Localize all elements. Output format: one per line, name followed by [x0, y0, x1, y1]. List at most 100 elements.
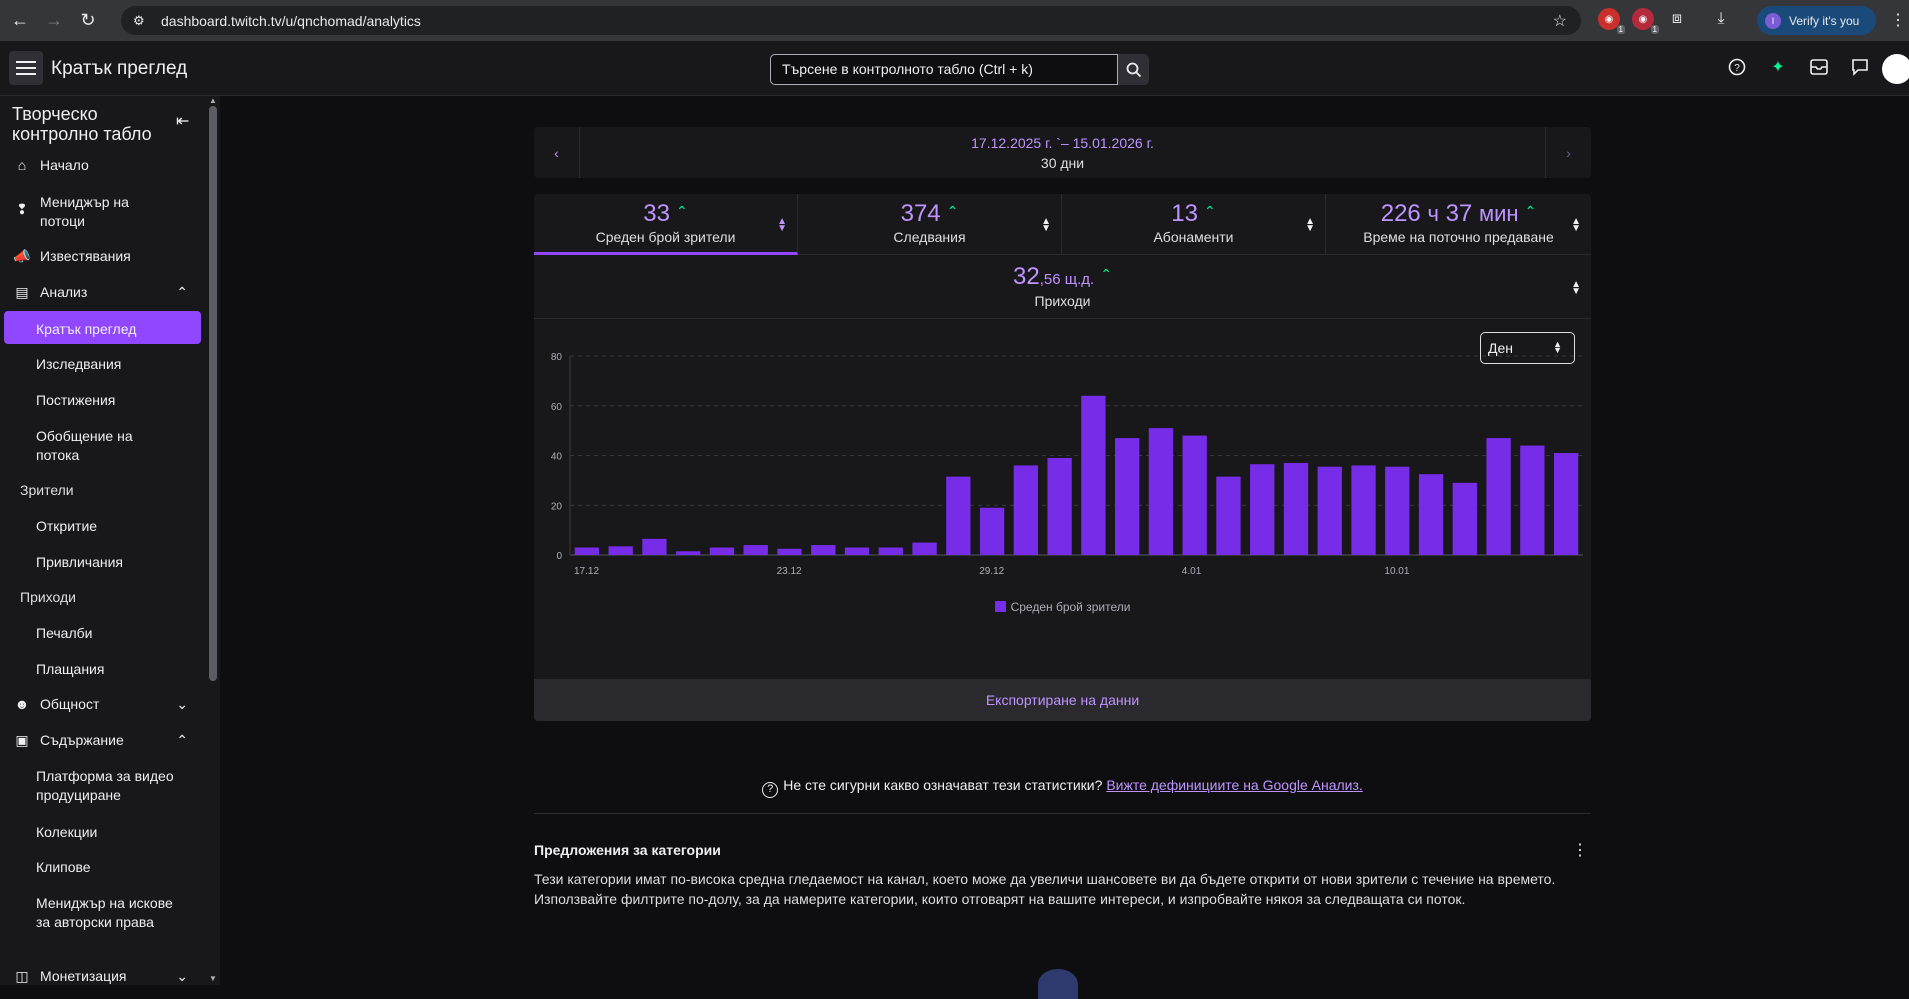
forward-icon[interactable]: → — [45, 10, 63, 30]
extension-icon-1[interactable]: ◉ 1 — [1598, 8, 1625, 34]
browser-menu-icon[interactable]: ⋮ — [1890, 12, 1906, 29]
download-icon[interactable]: ⤓ — [1717, 10, 1725, 27]
url-text: dashboard.twitch.tv/u/qnchomad/analytics — [161, 12, 421, 29]
svg-text:?: ? — [1734, 63, 1740, 74]
stat-tab-avg-viewers[interactable]: 33 ⌃ Среден брой зрители ▲ ▼ — [534, 194, 798, 255]
help-line: ? Не сте сигурни какво означават тези ста… — [534, 777, 1591, 798]
export-data-button[interactable]: Експортиране на данни — [534, 679, 1591, 721]
stat-tab-subs[interactable]: 13 ⌃ Абонаменти ▲ ▼ — [1062, 194, 1326, 255]
sidebar-subitem-collections[interactable]: Колекции — [36, 824, 98, 840]
stat-value: 226 ч 37 мин ⌃ — [1380, 200, 1537, 227]
sidebar-item-analytics[interactable]: ▤ Анализ ⌃ — [0, 284, 210, 301]
google-analytics-link[interactable]: Вижте дефинициите на Google Анализ. — [1106, 777, 1363, 793]
sidebar-subitem-payouts[interactable]: Плащания — [36, 661, 105, 677]
sidebar-item-content[interactable]: ▣ Съдържание ⌃ — [0, 732, 210, 749]
megaphone-icon: 📣 — [13, 248, 31, 264]
stat-tab-stream-time[interactable]: 226 ч 37 мин ⌃ Време на поточно предаване… — [1326, 194, 1591, 255]
scroll-down-arrow[interactable]: ▼ — [209, 974, 217, 983]
sort-icon: ▲ ▼ — [1571, 279, 1581, 297]
sidebar-subitem-earnings[interactable]: Печалби — [36, 625, 93, 641]
bar — [1553, 453, 1579, 555]
bar — [1520, 445, 1545, 555]
sidebar-item-label: Анализ — [40, 284, 88, 300]
bar — [1418, 474, 1444, 555]
bar — [642, 538, 667, 555]
community-icon: ☻ — [14, 696, 30, 712]
previous-period-button[interactable]: ‹ — [534, 127, 580, 178]
chevron-down-icon: ⌄ — [176, 696, 188, 712]
bar — [844, 547, 870, 555]
sidebar: Творческо контролно табло ⇤ ⌂ Начало ❢ Мен… — [0, 96, 220, 985]
y-tick-label: 80 — [551, 352, 563, 363]
trend-up-icon: ⌃ — [1203, 203, 1216, 219]
sort-icon: ▲ ▼ — [1571, 216, 1581, 234]
help-icon[interactable]: ? — [1727, 57, 1747, 77]
sort-icon: ▲ ▼ — [1041, 216, 1051, 234]
sidebar-item-stream-manager[interactable]: ❢ Мениджър на потоци — [0, 193, 210, 231]
sidebar-subitem-discovery[interactable]: Откритие — [36, 518, 98, 534]
menu-icon[interactable] — [9, 51, 43, 85]
bookmark-star-icon[interactable]: ☆ — [1552, 13, 1567, 30]
stat-tab-revenue[interactable]: 32,56 щ.д. ⌃ Приходи ▲ ▼ — [534, 255, 1591, 319]
verify-profile-button[interactable]: I Verify it's you — [1757, 6, 1876, 35]
collapse-sidebar-icon[interactable]: ⇤ — [176, 113, 190, 130]
y-tick-label: 20 — [551, 501, 563, 512]
sidebar-subitem-clips[interactable]: Клипове — [36, 859, 91, 875]
sidebar-subitem-research[interactable]: Изследвания — [36, 356, 122, 372]
bar — [1148, 428, 1174, 555]
sidebar-subitem-achievements[interactable]: Постижения — [36, 392, 116, 408]
category-thumbnail[interactable] — [1038, 969, 1078, 999]
sort-icon: ▲ ▼ — [777, 216, 787, 234]
back-icon[interactable]: ← — [11, 10, 29, 30]
x-tick-label: 10.01 — [1384, 566, 1409, 577]
trend-up-icon: ⌃ — [1100, 266, 1112, 282]
stat-value: 33 ⌃ — [643, 200, 688, 227]
sidebar-item-notifications[interactable]: 📣 Известявания — [0, 248, 210, 265]
sidebar-title: Творческо контролно табло — [12, 104, 152, 144]
sidebar-item-community[interactable]: ☻ Общност ⌄ — [0, 696, 210, 712]
extensions-puzzle-icon[interactable]: ⧈ — [1671, 10, 1683, 27]
bar — [1385, 466, 1410, 555]
dashboard-search-input[interactable]: Търсене в контролното табло (Ctrl + k) — [770, 54, 1118, 85]
sidebar-subitem-overview[interactable]: Кратък преглед — [36, 321, 137, 337]
extension-icons: ◉ 1 ◉ 1 ⧈ ⤓ — [1598, 8, 1732, 34]
dashboard-header: Кратък преглед Търсене в контролното таб… — [0, 41, 1909, 96]
sidebar-item-label: Съдържание — [40, 732, 124, 748]
extension-icon-2[interactable]: ◉ 1 — [1632, 8, 1659, 34]
sidebar-group-revenue: Приходи — [20, 589, 76, 605]
browser-toolbar: ← → ↻ ⚙ dashboard.twitch.tv/u/qnchomad/a… — [0, 0, 1909, 41]
site-settings-icon[interactable]: ⚙ — [133, 12, 145, 28]
next-period-button[interactable]: › — [1545, 127, 1591, 178]
sidebar-item-monetization[interactable]: ◫ Монетизация ⌄ — [0, 968, 210, 985]
granularity-value: Ден — [1488, 340, 1513, 356]
address-bar[interactable]: ⚙ dashboard.twitch.tv/u/qnchomad/analyti… — [121, 6, 1581, 35]
whispers-icon[interactable] — [1850, 57, 1870, 77]
bar — [811, 545, 836, 555]
reload-icon[interactable]: ↻ — [80, 10, 96, 30]
sparkle-ai-icon[interactable]: ✦ — [1771, 59, 1785, 76]
stat-value: 374 ⌃ — [900, 200, 959, 227]
category-suggestions-title: Предложения за категории — [534, 842, 721, 858]
sidebar-subitem-video-producer[interactable]: Платформа за видео продуциране — [36, 768, 174, 803]
more-options-icon[interactable]: ⋮ — [1572, 842, 1588, 859]
sidebar-subitem-engagement[interactable]: Привличания — [36, 554, 123, 570]
legend-swatch — [994, 601, 1006, 612]
trend-up-icon: ⌃ — [675, 203, 688, 219]
inbox-icon[interactable] — [1809, 57, 1829, 77]
sidebar-item-overview[interactable] — [4, 311, 201, 344]
user-avatar[interactable] — [1882, 54, 1909, 84]
divider — [534, 813, 1591, 814]
trend-up-icon: ⌃ — [1524, 203, 1537, 219]
bar — [1047, 457, 1072, 555]
sidebar-item-home[interactable]: ⌂ Начало — [0, 157, 210, 173]
sidebar-subitem-copyright[interactable]: Мениджър на искове за авторски права — [36, 895, 173, 930]
scroll-up-arrow[interactable]: ▲ — [209, 96, 217, 105]
stat-tab-follows[interactable]: 374 ⌃ Следвания ▲ ▼ — [798, 194, 1062, 255]
sidebar-scrollbar[interactable] — [209, 106, 217, 681]
granularity-select[interactable]: Ден ▲ ▼ — [1480, 332, 1575, 364]
sidebar-subitem-stream-summary[interactable]: Обобщение на потока — [36, 428, 133, 463]
bar — [1081, 395, 1106, 555]
date-range-text[interactable]: 17.12.2025 г. `– 15.01.2026 г. — [971, 135, 1154, 151]
search-button[interactable] — [1118, 54, 1149, 85]
extension-badge-1: 1 — [1616, 25, 1625, 34]
